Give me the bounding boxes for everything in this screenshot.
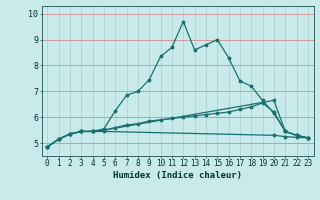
X-axis label: Humidex (Indice chaleur): Humidex (Indice chaleur): [113, 171, 242, 180]
